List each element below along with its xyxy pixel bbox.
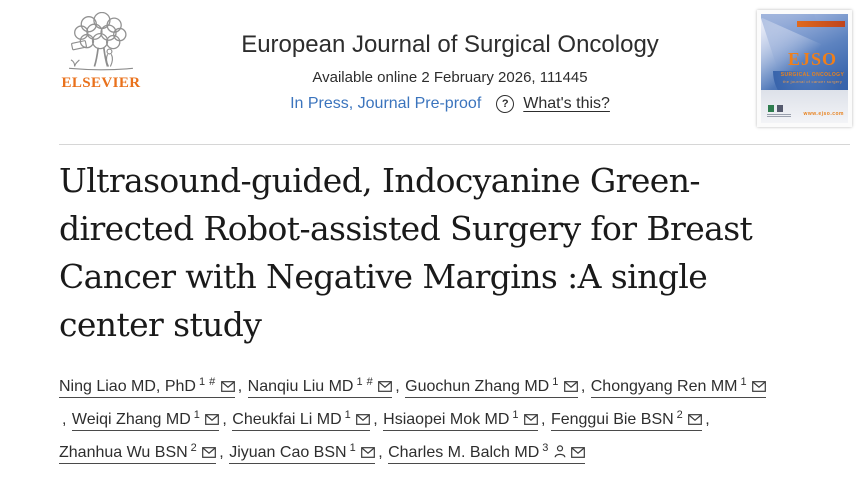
author-link[interactable]: Charles M. Balch MD 3	[388, 442, 585, 465]
author-separator: ,	[62, 411, 71, 429]
email-icon	[570, 444, 585, 461]
author-name: Charles M. Balch MD	[388, 444, 540, 462]
author-affiliation-superscript: 1	[512, 409, 520, 421]
email-icon	[361, 444, 376, 461]
article-title-line: center study	[59, 305, 262, 344]
header-divider	[59, 144, 850, 145]
author-affiliation-superscript: 1	[193, 409, 201, 421]
author-affiliation-superscript: 1	[552, 376, 559, 388]
author-list: Ning Liao MD, PhD 1 #, Nanqiu Liu MD 1 #, …	[59, 366, 817, 465]
cover-subtitle: SURGICAL ONCOLOGY	[780, 72, 845, 78]
author-affiliation-superscript: 2	[676, 409, 684, 421]
journal-cover-thumbnail[interactable]: EJSO SURGICAL ONCOLOGY the journal of ca…	[757, 10, 852, 127]
journal-cover-column: EJSO SURGICAL ONCOLOGY the journal of ca…	[757, 10, 852, 127]
available-online-text: Available online 2 February 2026, 111445	[312, 69, 588, 86]
author-link[interactable]: Weiqi Zhang MD 1	[71, 409, 220, 432]
cover-publisher-logos	[768, 105, 783, 112]
author-name: Guochun Zhang MD	[405, 378, 550, 396]
cover-website-text: www.ejso.com	[803, 111, 844, 117]
email-icon	[752, 378, 767, 395]
email-icon	[563, 378, 578, 395]
email-icon	[202, 444, 217, 461]
author-link[interactable]: Guochun Zhang MD 1	[405, 376, 578, 399]
in-press-row: In Press, Journal Pre-proof ? What's thi…	[143, 95, 757, 113]
email-icon	[220, 378, 235, 395]
author-link[interactable]: Hsiaopei Mok MD 1	[383, 409, 539, 432]
author-line: Ning Liao MD, PhD 1 #, Nanqiu Liu MD 1 #, …	[59, 366, 817, 399]
person-icon	[554, 444, 566, 461]
author-link[interactable]: Zhanhua Wu BSN 2	[59, 442, 217, 465]
cover-society-icon	[768, 105, 774, 112]
author-name: Hsiaopei Mok MD	[383, 411, 510, 429]
cover-logo-caption-lines	[767, 114, 791, 118]
author-name: Fenggui Bie BSN	[550, 411, 674, 429]
author-separator: ,	[222, 411, 232, 429]
author-line: Zhanhua Wu BSN 2, Jiyuan Cao BSN 1, Charle…	[59, 432, 817, 465]
article-title-line: Cancer with Negative Margins :A single	[59, 257, 708, 296]
author-affiliation-superscript: 3	[542, 442, 549, 454]
email-icon	[356, 411, 371, 428]
cover-crest-icon	[777, 105, 783, 112]
author-link[interactable]: Cheukfai Li MD 1	[232, 409, 371, 432]
cover-bottom-band	[761, 90, 848, 123]
author-affiliation-superscript: 1	[349, 442, 357, 454]
author-affiliation-superscript: 1 #	[198, 376, 216, 388]
author-affiliation-superscript: 1 #	[356, 376, 374, 388]
author-separator: ,	[541, 411, 550, 429]
author-separator: ,	[219, 444, 229, 462]
author-name: Zhanhua Wu BSN	[59, 444, 188, 462]
elsevier-tree-icon	[69, 12, 133, 71]
article-main: Ultrasound-guided, Indocyanine Green-dir…	[0, 145, 867, 465]
author-name: Cheukfai Li MD	[232, 411, 342, 429]
email-icon	[205, 411, 220, 428]
author-name: Weiqi Zhang MD	[71, 411, 191, 429]
author-link[interactable]: Jiyuan Cao BSN 1	[229, 442, 376, 465]
author-affiliation-superscript: 1	[344, 409, 352, 421]
author-separator: ,	[580, 378, 590, 396]
in-press-link[interactable]: In Press, Journal Pre-proof	[290, 95, 482, 112]
author-name: Chongyang Ren MM	[590, 378, 738, 396]
author-separator: ,	[378, 444, 388, 462]
author-separator: ,	[705, 411, 710, 429]
cover-ejso-title: EJSO	[787, 49, 838, 69]
author-separator: ,	[395, 378, 405, 396]
author-name: Jiyuan Cao BSN	[229, 444, 347, 462]
author-link[interactable]: Fenggui Bie BSN 2	[550, 409, 703, 432]
journal-title-link[interactable]: European Journal of Surgical Oncology	[241, 31, 659, 58]
whats-this-link[interactable]: What's this?	[523, 95, 610, 112]
article-title-line: Ultrasound-guided, Indocyanine Green-	[59, 161, 701, 200]
journal-cover-art: EJSO SURGICAL ONCOLOGY the journal of ca…	[761, 14, 848, 123]
author-name: Nanqiu Liu MD	[247, 378, 354, 396]
author-link[interactable]: Chongyang Ren MM 1	[590, 376, 767, 399]
email-icon	[378, 378, 393, 395]
author-link[interactable]: Nanqiu Liu MD 1 #	[247, 376, 393, 399]
author-affiliation-superscript: 1	[740, 376, 748, 388]
author-affiliation-superscript: 2	[190, 442, 198, 454]
author-separator: ,	[237, 378, 247, 396]
elsevier-logo[interactable]: ELSEVIER	[59, 10, 143, 92]
email-icon	[688, 411, 703, 428]
article-title-line: directed Robot-assisted Surgery for Brea…	[59, 209, 753, 248]
cover-top-banner	[796, 21, 846, 27]
author-line: , Weiqi Zhang MD 1, Cheukfai Li MD 1, Hsia…	[59, 399, 817, 432]
author-separator: ,	[373, 411, 383, 429]
question-mark-icon[interactable]: ?	[496, 95, 515, 113]
journal-masthead: ELSEVIER European Journal of Surgical On…	[0, 0, 867, 144]
journal-meta: European Journal of Surgical Oncology Av…	[143, 10, 757, 113]
author-name: Ning Liao MD, PhD	[59, 378, 196, 396]
elsevier-wordmark: ELSEVIER	[61, 75, 141, 91]
article-title: Ultrasound-guided, Indocyanine Green-dir…	[59, 157, 817, 349]
cover-tagline: the journal of cancer surgery	[782, 79, 843, 84]
author-link[interactable]: Ning Liao MD, PhD 1 #	[59, 376, 235, 399]
email-icon	[524, 411, 538, 428]
